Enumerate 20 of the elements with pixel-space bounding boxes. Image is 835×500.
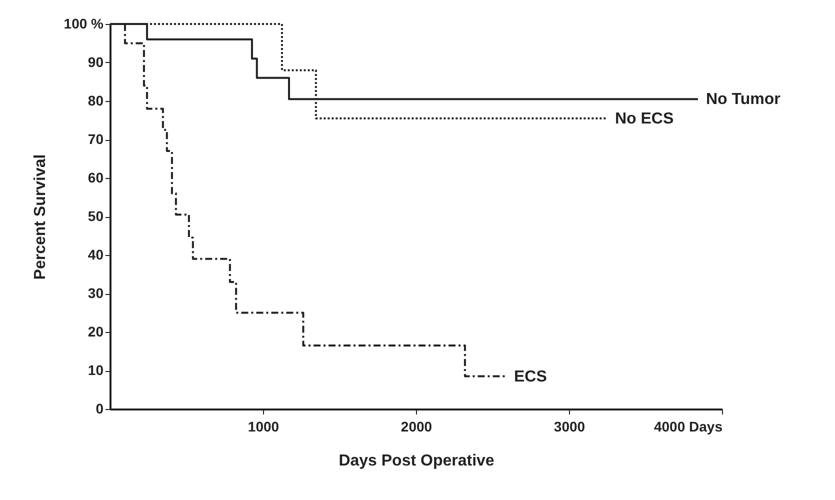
- x-tick-label: 2000: [400, 418, 432, 434]
- series-label: No Tumor: [706, 91, 780, 108]
- y-tick-label: 20: [88, 324, 104, 340]
- x-tick-label: 1000: [248, 418, 280, 434]
- y-tick-label: 10: [88, 362, 104, 378]
- y-tick-label: 40: [88, 246, 104, 262]
- y-tick-label: 60: [88, 170, 104, 186]
- series-label: ECS: [514, 368, 548, 386]
- series-label: No ECS: [614, 110, 674, 128]
- x-tick-label: 3000: [554, 418, 586, 434]
- y-tick-label: 100 %: [64, 16, 104, 32]
- y-tick-label: 90: [88, 54, 104, 70]
- y-tick-label: 70: [88, 131, 104, 147]
- x-axis-title: Days Post Operative: [338, 452, 494, 470]
- y-tick-label: 30: [88, 285, 104, 301]
- y-tick-label: 80: [88, 92, 104, 108]
- y-tick-label: 0: [96, 400, 104, 416]
- x-tick-label: 4000 Days: [654, 418, 723, 434]
- y-tick-label: 50: [88, 208, 104, 224]
- y-axis-title: Percent Survival: [32, 154, 49, 280]
